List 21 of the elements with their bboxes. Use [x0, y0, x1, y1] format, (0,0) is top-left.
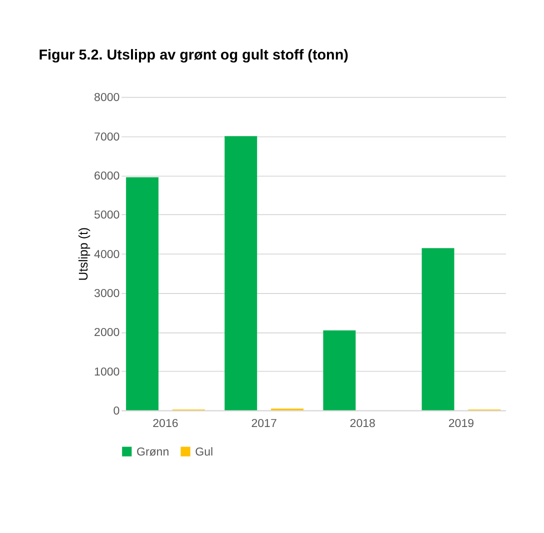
y-tick-label: 1000 — [94, 366, 120, 378]
x-tick-label: 2018 — [350, 418, 376, 430]
legend-label: Gul — [195, 446, 214, 458]
y-tick-label: 7000 — [94, 131, 120, 144]
x-tick-label: 2017 — [251, 418, 277, 430]
bar — [422, 248, 454, 410]
chart-title: Figur 5.2. Utslipp av grønt og gult stoff (tonn) — [38, 47, 349, 64]
bar — [224, 136, 258, 410]
y-tick-label: 6000 — [94, 170, 120, 183]
y-tick-label: 0 — [113, 406, 120, 418]
y-tick-label: 3000 — [94, 288, 120, 300]
x-tick-label: 2016 — [152, 418, 178, 430]
y-tick-label: 8000 — [94, 92, 120, 104]
bar — [323, 330, 356, 410]
legend-label: Grønn — [136, 446, 170, 458]
x-tick-label: 2019 — [448, 418, 474, 430]
y-tick-label: 4000 — [94, 248, 120, 261]
y-tick-label: 2000 — [94, 327, 120, 340]
bar — [126, 177, 159, 410]
y-tick-label: 5000 — [94, 210, 120, 222]
y-axis-title: Utslipp (t) — [76, 227, 90, 281]
